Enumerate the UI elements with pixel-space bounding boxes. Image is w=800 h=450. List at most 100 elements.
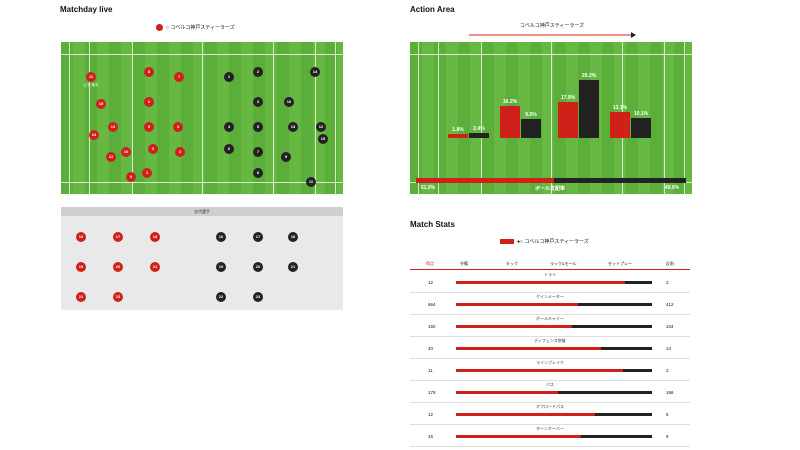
stats-row-label: パス bbox=[546, 382, 554, 387]
stats-header-ruck[interactable]: ラック&モール bbox=[550, 261, 577, 266]
player-number: 5 bbox=[253, 122, 263, 132]
red-player-14[interactable]: 14 bbox=[79, 130, 109, 140]
player-number: 9 bbox=[281, 152, 291, 162]
red-player-2[interactable]: 2 bbox=[165, 147, 195, 157]
stats-row-bar-red bbox=[456, 303, 578, 306]
sub-red-player-16[interactable]: 16 bbox=[66, 232, 96, 242]
stats-header-row: 得点 守備 キック ラック&モール セットプレー 反則 bbox=[410, 257, 690, 270]
player-number: 17 bbox=[253, 232, 263, 242]
red-player-6[interactable]: 6 bbox=[134, 97, 164, 107]
blk-player-12[interactable]: 12 bbox=[306, 122, 336, 132]
blk-player-6[interactable]: 6 bbox=[214, 144, 244, 154]
pitch-line bbox=[438, 42, 439, 194]
red-player-1[interactable]: 1 bbox=[132, 168, 162, 178]
sub-red-player-22[interactable]: 22 bbox=[66, 292, 96, 302]
stats-row-label: ゲインメーター bbox=[536, 294, 564, 299]
sub-blk-player-20[interactable]: 20 bbox=[243, 262, 273, 272]
lineup-pitch: 11 山下 楽平 15 14 13 12 10 9 8 7 6 5 4 3 2 1 1 2 3 4 5 6 7 8 9 10 11 1… bbox=[61, 42, 343, 194]
stats-legend-label: ●○ コベルコ神戸スティーラーズ bbox=[517, 239, 589, 245]
player-number: 7 bbox=[253, 147, 263, 157]
red-player-13[interactable]: 13 bbox=[98, 122, 128, 132]
blk-player-2[interactable]: 2 bbox=[243, 67, 273, 77]
sub-blk-player-17[interactable]: 17 bbox=[243, 232, 273, 242]
blk-player-11[interactable]: 11 bbox=[296, 177, 326, 187]
player-name: 山下 楽平 bbox=[83, 83, 99, 87]
player-number: 11 bbox=[306, 177, 316, 187]
player-number: 7 bbox=[174, 72, 184, 82]
red-team-dot-icon bbox=[156, 24, 163, 31]
player-number: 15 bbox=[96, 99, 106, 109]
action-legend-label: コベルコ神戸スティーラーズ bbox=[519, 23, 585, 29]
blk-player-10[interactable]: 10 bbox=[274, 97, 304, 107]
pitch-line bbox=[272, 42, 274, 194]
sub-red-player-19[interactable]: 19 bbox=[66, 262, 96, 272]
stats-row-label: トライ bbox=[544, 272, 556, 277]
sub-red-player-20[interactable]: 20 bbox=[103, 262, 133, 272]
blk-player-9[interactable]: 9 bbox=[271, 152, 301, 162]
blk-player-14[interactable]: 14 bbox=[300, 67, 330, 77]
red-player-7[interactable]: 7 bbox=[164, 72, 194, 82]
lineup-legend: ○ コベルコ神戸スティーラーズ bbox=[156, 24, 235, 31]
substitutes-header: 交代選手 bbox=[61, 207, 343, 216]
blk-player-8[interactable]: 8 bbox=[243, 168, 273, 178]
possession-red-value: 51.0% bbox=[420, 185, 436, 191]
red-player-3[interactable]: 3 bbox=[138, 144, 168, 154]
sub-blk-player-22[interactable]: 22 bbox=[206, 292, 236, 302]
player-number: 6 bbox=[144, 97, 154, 107]
possession-label: ボール支配率 bbox=[534, 186, 565, 192]
red-player-8[interactable]: 8 bbox=[134, 67, 164, 77]
red-player-12[interactable]: 12 bbox=[96, 152, 126, 162]
blk-player-1[interactable]: 1 bbox=[214, 72, 244, 82]
stats-header-kick[interactable]: キック bbox=[506, 261, 518, 266]
sub-red-player-23[interactable]: 23 bbox=[103, 292, 133, 302]
player-number: 14 bbox=[89, 130, 99, 140]
action-bar-red-label: 13.1% bbox=[612, 104, 628, 111]
player-number: 17 bbox=[113, 232, 123, 242]
action-bar-black-label: 29.2% bbox=[581, 72, 597, 79]
sub-blk-player-18[interactable]: 18 bbox=[278, 232, 308, 242]
action-bar-black-label: 10.1% bbox=[633, 110, 649, 117]
red-player-9[interactable]: 9 bbox=[116, 172, 146, 182]
blk-player-13[interactable]: 13 bbox=[278, 122, 308, 132]
sub-red-player-17[interactable]: 17 bbox=[103, 232, 133, 242]
player-number: 2 bbox=[175, 147, 185, 157]
sub-blk-player-16[interactable]: 16 bbox=[206, 232, 236, 242]
stats-row-red-value: 16 bbox=[428, 434, 434, 439]
stats-row-black-value: 14 bbox=[666, 346, 672, 351]
stats-header-right[interactable]: 反則 bbox=[666, 261, 674, 266]
blk-player-4[interactable]: 4 bbox=[214, 122, 244, 132]
player-number: 13 bbox=[288, 122, 298, 132]
lineup-legend-label: ○ コベルコ神戸スティーラーズ bbox=[166, 25, 235, 31]
player-number: 23 bbox=[253, 292, 263, 302]
action-bar-black bbox=[521, 119, 541, 138]
blk-player-7[interactable]: 7 bbox=[243, 147, 273, 157]
pitch-line bbox=[480, 42, 482, 194]
sub-blk-player-19[interactable]: 19 bbox=[206, 262, 236, 272]
stats-row: トライ 12 2 bbox=[410, 270, 690, 293]
red-player-5[interactable]: 5 bbox=[134, 122, 164, 132]
stats-row: ターンオーバー 16 9 bbox=[410, 424, 690, 447]
blk-player-15[interactable]: 15 bbox=[308, 134, 338, 144]
sub-red-player-21[interactable]: 21 bbox=[140, 262, 170, 272]
stats-header-setplay[interactable]: セットプレー bbox=[608, 261, 632, 266]
stats-row-bar bbox=[456, 281, 652, 284]
blk-player-5[interactable]: 5 bbox=[243, 122, 273, 132]
stats-row-bar-red bbox=[456, 391, 558, 394]
action-pitch: 1.8% 2.4% 16.2% 9.5% 17.9% 29.2% 13.1% 10.1% ボール… bbox=[410, 42, 692, 194]
blk-player-3[interactable]: 3 bbox=[243, 97, 273, 107]
red-player-10[interactable]: 10 bbox=[111, 147, 141, 157]
player-number: 10 bbox=[121, 147, 131, 157]
sub-blk-player-23[interactable]: 23 bbox=[243, 292, 273, 302]
sub-blk-player-21[interactable]: 21 bbox=[278, 262, 308, 272]
stats-header-defense[interactable]: 守備 bbox=[460, 261, 468, 266]
sub-red-player-18[interactable]: 18 bbox=[140, 232, 170, 242]
stats-row-black-value: 2 bbox=[666, 368, 669, 373]
player-number: 12 bbox=[106, 152, 116, 162]
player-number: 22 bbox=[76, 292, 86, 302]
stats-header-left[interactable]: 得点 bbox=[426, 261, 434, 266]
red-player-4[interactable]: 4 bbox=[163, 122, 193, 132]
red-player-15[interactable]: 15 bbox=[86, 99, 116, 109]
action-bar-black bbox=[631, 117, 651, 138]
red-player-11[interactable]: 11 山下 楽平 bbox=[76, 72, 106, 87]
stats-row-label: ターンオーバー bbox=[536, 426, 564, 431]
